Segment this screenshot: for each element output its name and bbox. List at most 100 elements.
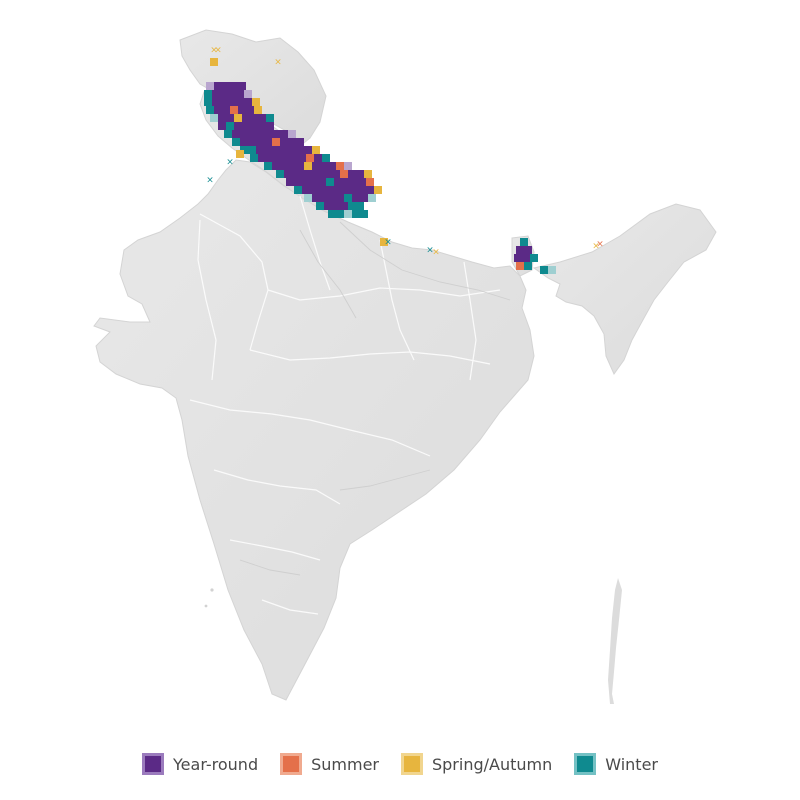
year-round-cell — [240, 130, 248, 138]
spring-autumn-cell — [252, 98, 260, 106]
light-teal-cell — [304, 194, 312, 202]
spring-autumn-cell — [254, 106, 262, 114]
year-round-cell — [358, 186, 366, 194]
cross-marker: × — [592, 242, 600, 252]
winter-cell — [276, 170, 284, 178]
spring-autumn-cell — [374, 186, 382, 194]
light-cell — [344, 162, 352, 170]
year-round-cell — [350, 186, 358, 194]
year-round-cell — [272, 146, 280, 154]
year-round-cell — [242, 122, 250, 130]
year-round-cell — [342, 178, 350, 186]
winter-cell — [322, 154, 330, 162]
year-round-cell — [248, 138, 256, 146]
cross-marker: × — [226, 158, 234, 168]
year-round-cell — [352, 194, 360, 202]
legend-item-summer: Summer — [280, 753, 379, 775]
winter-cell — [206, 106, 214, 114]
summer-cell — [272, 138, 280, 146]
year-round-cell — [266, 154, 274, 162]
year-round-cell — [340, 202, 348, 210]
spring-autumn-cell — [234, 114, 242, 122]
winter-cell — [348, 202, 356, 210]
year-round-cell — [324, 202, 332, 210]
spring-autumn-cell — [304, 162, 312, 170]
year-round-cell — [212, 98, 220, 106]
year-round-cell — [356, 170, 364, 178]
light-teal-cell — [548, 266, 556, 274]
india-mainland — [93, 159, 535, 701]
year-round-cell — [236, 98, 244, 106]
year-round-cell — [234, 122, 242, 130]
winter-cell — [224, 130, 232, 138]
year-round-cell — [226, 114, 234, 122]
year-round-cell — [264, 130, 272, 138]
light-teal-cell — [210, 114, 218, 122]
winter-cell — [294, 186, 302, 194]
year-round-cell — [288, 138, 296, 146]
india-map: ×××××××××× — [93, 29, 717, 704]
winter-cell — [204, 98, 212, 106]
year-round-cell — [326, 186, 334, 194]
year-round-cell — [300, 170, 308, 178]
winter-cell — [530, 254, 538, 262]
cross-marker: × — [426, 246, 434, 256]
year-round-cell — [256, 146, 264, 154]
winter-cell — [524, 262, 532, 270]
year-round-cell — [342, 186, 350, 194]
cross-marker: × — [432, 248, 440, 258]
year-round-cell — [296, 138, 304, 146]
year-round-cell — [280, 138, 288, 146]
year-round-cell — [332, 202, 340, 210]
winter-cell — [336, 210, 344, 218]
year-round-cell — [214, 106, 222, 114]
year-round-cell — [312, 162, 320, 170]
year-round-cell — [328, 194, 336, 202]
spring-autumn-cell — [364, 170, 372, 178]
summer-cell — [366, 178, 374, 186]
winter-cell — [360, 210, 368, 218]
winter-cell — [356, 202, 364, 210]
summer-cell — [230, 106, 238, 114]
distribution-cells — [204, 58, 556, 274]
year-round-cell — [308, 170, 316, 178]
light-teal-cell — [344, 210, 352, 218]
year-round-cell — [266, 122, 274, 130]
winter-cell — [204, 90, 212, 98]
year-round-cell — [220, 98, 228, 106]
year-round-cell — [296, 162, 304, 170]
year-round-cell — [220, 90, 228, 98]
lakshadweep-dot — [210, 588, 214, 592]
winter-swatch — [574, 753, 597, 775]
year-round-cell — [258, 114, 266, 122]
rivers — [239, 221, 511, 576]
cross-marker: × — [214, 46, 222, 56]
year-round-cell — [288, 162, 296, 170]
legend-label: Summer — [311, 754, 379, 774]
winter-cell — [326, 178, 334, 186]
year-round-cell — [334, 186, 342, 194]
year-round-cell — [316, 170, 324, 178]
winter-cell — [248, 146, 256, 154]
legend-label: Year-round — [173, 754, 259, 774]
year-round-cell — [516, 246, 524, 254]
spring-autumn-swatch — [400, 753, 423, 775]
year-round-swatch — [142, 753, 165, 775]
year-round-cell — [332, 170, 340, 178]
light-teal-cell — [368, 194, 376, 202]
year-round-cell — [242, 114, 250, 122]
year-round-cell — [256, 138, 264, 146]
summer-cell — [336, 162, 344, 170]
year-round-cell — [230, 82, 238, 90]
year-round-cell — [212, 90, 220, 98]
light-cell — [206, 82, 214, 90]
year-round-cell — [244, 98, 252, 106]
year-round-cell — [524, 246, 532, 254]
winter-cell — [520, 238, 528, 246]
year-round-cell — [328, 162, 336, 170]
winter-cell — [250, 154, 258, 162]
year-round-cell — [320, 162, 328, 170]
cross-marker: × — [210, 46, 218, 56]
year-round-cell — [302, 186, 310, 194]
year-round-cell — [298, 154, 306, 162]
